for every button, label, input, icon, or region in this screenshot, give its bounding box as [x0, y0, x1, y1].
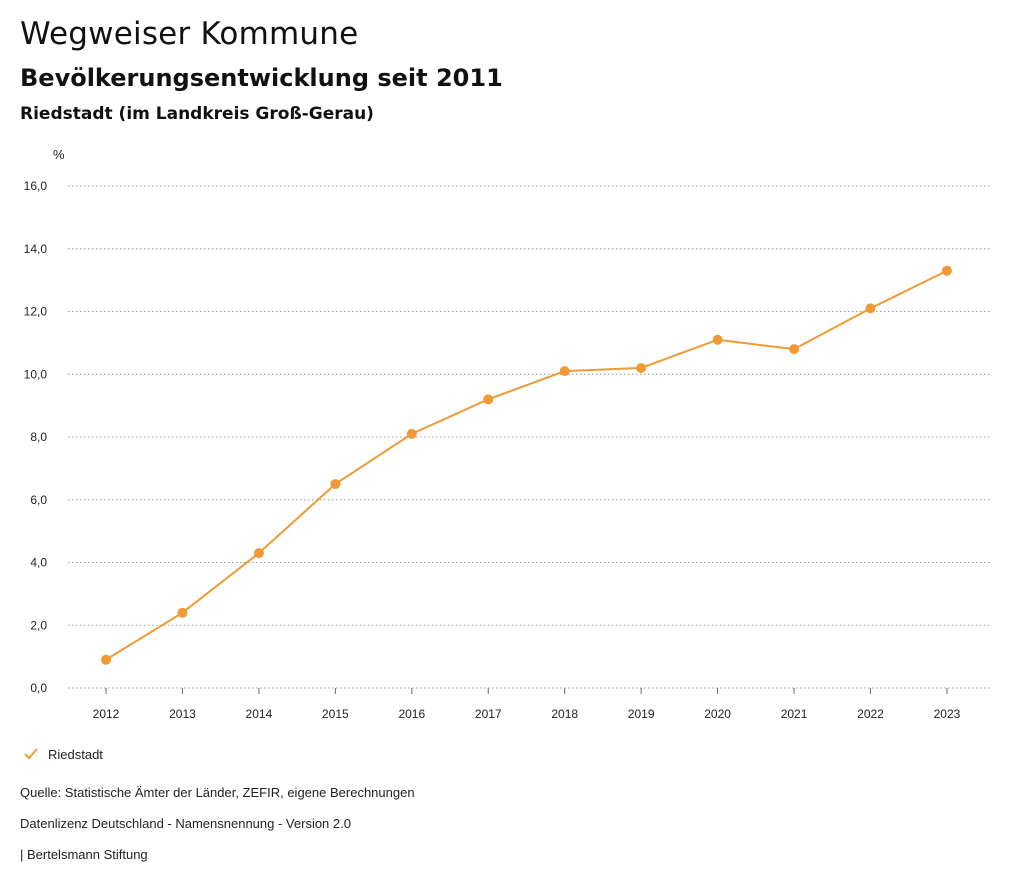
y-axis-ticks: 0,0 2,0 4,0 6,0 8,0 10,0 12,0 14,0 16,0 [24, 179, 48, 695]
y-tick-label: 10,0 [24, 367, 48, 381]
data-point[interactable] [177, 607, 188, 618]
data-point[interactable] [712, 334, 723, 345]
data-point[interactable] [559, 366, 570, 377]
x-tick-label: 2013 [169, 707, 196, 721]
series-points [101, 265, 952, 665]
data-point[interactable] [330, 479, 341, 490]
legend-label: Riedstadt [48, 746, 103, 762]
x-tick-label: 2015 [322, 707, 349, 721]
legend[interactable]: Riedstadt [22, 745, 103, 763]
y-tick-label: 4,0 [30, 556, 47, 570]
data-point[interactable] [253, 548, 264, 559]
y-tick-label: 14,0 [24, 242, 48, 256]
y-tick-label: 8,0 [30, 430, 47, 444]
license-note: Datenlizenz Deutschland - Namensnennung … [20, 816, 351, 831]
y-tick-label: 2,0 [30, 618, 47, 632]
y-tick-label: 0,0 [30, 681, 47, 695]
x-tick-label: 2014 [246, 707, 273, 721]
data-point[interactable] [941, 265, 952, 276]
x-tick-label: 2021 [781, 707, 808, 721]
chart-subtitle: Bevölkerungsentwicklung seit 2011 [20, 64, 503, 92]
credit-note: | Bertelsmann Stiftung [20, 847, 148, 862]
x-tick-label: 2018 [551, 707, 578, 721]
y-tick-label: 12,0 [24, 305, 48, 319]
y-axis-unit-label: % [53, 147, 65, 162]
x-tick-label: 2016 [398, 707, 425, 721]
data-point[interactable] [483, 394, 494, 405]
source-note: Quelle: Statistische Ämter der Länder, Z… [20, 785, 415, 800]
data-point[interactable] [865, 303, 876, 314]
check-icon [24, 748, 38, 760]
x-tick-label: 2017 [475, 707, 502, 721]
region-label: Riedstadt (im Landkreis Groß-Gerau) [20, 104, 374, 124]
line-chart: % 0,02,04,06,08,010,012,014,016,0 2012 20… [24, 147, 990, 721]
x-tick-label: 2012 [93, 707, 120, 721]
data-point[interactable] [101, 654, 111, 665]
page-title: Wegweiser Kommune [20, 16, 359, 52]
x-tick-label: 2023 [934, 707, 961, 721]
x-tick-label: 2022 [857, 707, 884, 721]
series-line-riedstadt [105, 269, 948, 661]
grid-lines [68, 185, 990, 689]
x-axis-ticks: 2012 2013 2014 2015 2016 2017 2018 2019 2020 2021… [93, 688, 961, 721]
x-tick-label: 2020 [704, 707, 731, 721]
x-tick-label: 2019 [628, 707, 655, 721]
data-point[interactable] [406, 428, 417, 439]
data-point[interactable] [636, 362, 647, 373]
data-point[interactable] [789, 344, 800, 355]
y-tick-label: 16,0 [24, 179, 48, 193]
y-tick-label: 6,0 [30, 493, 47, 507]
